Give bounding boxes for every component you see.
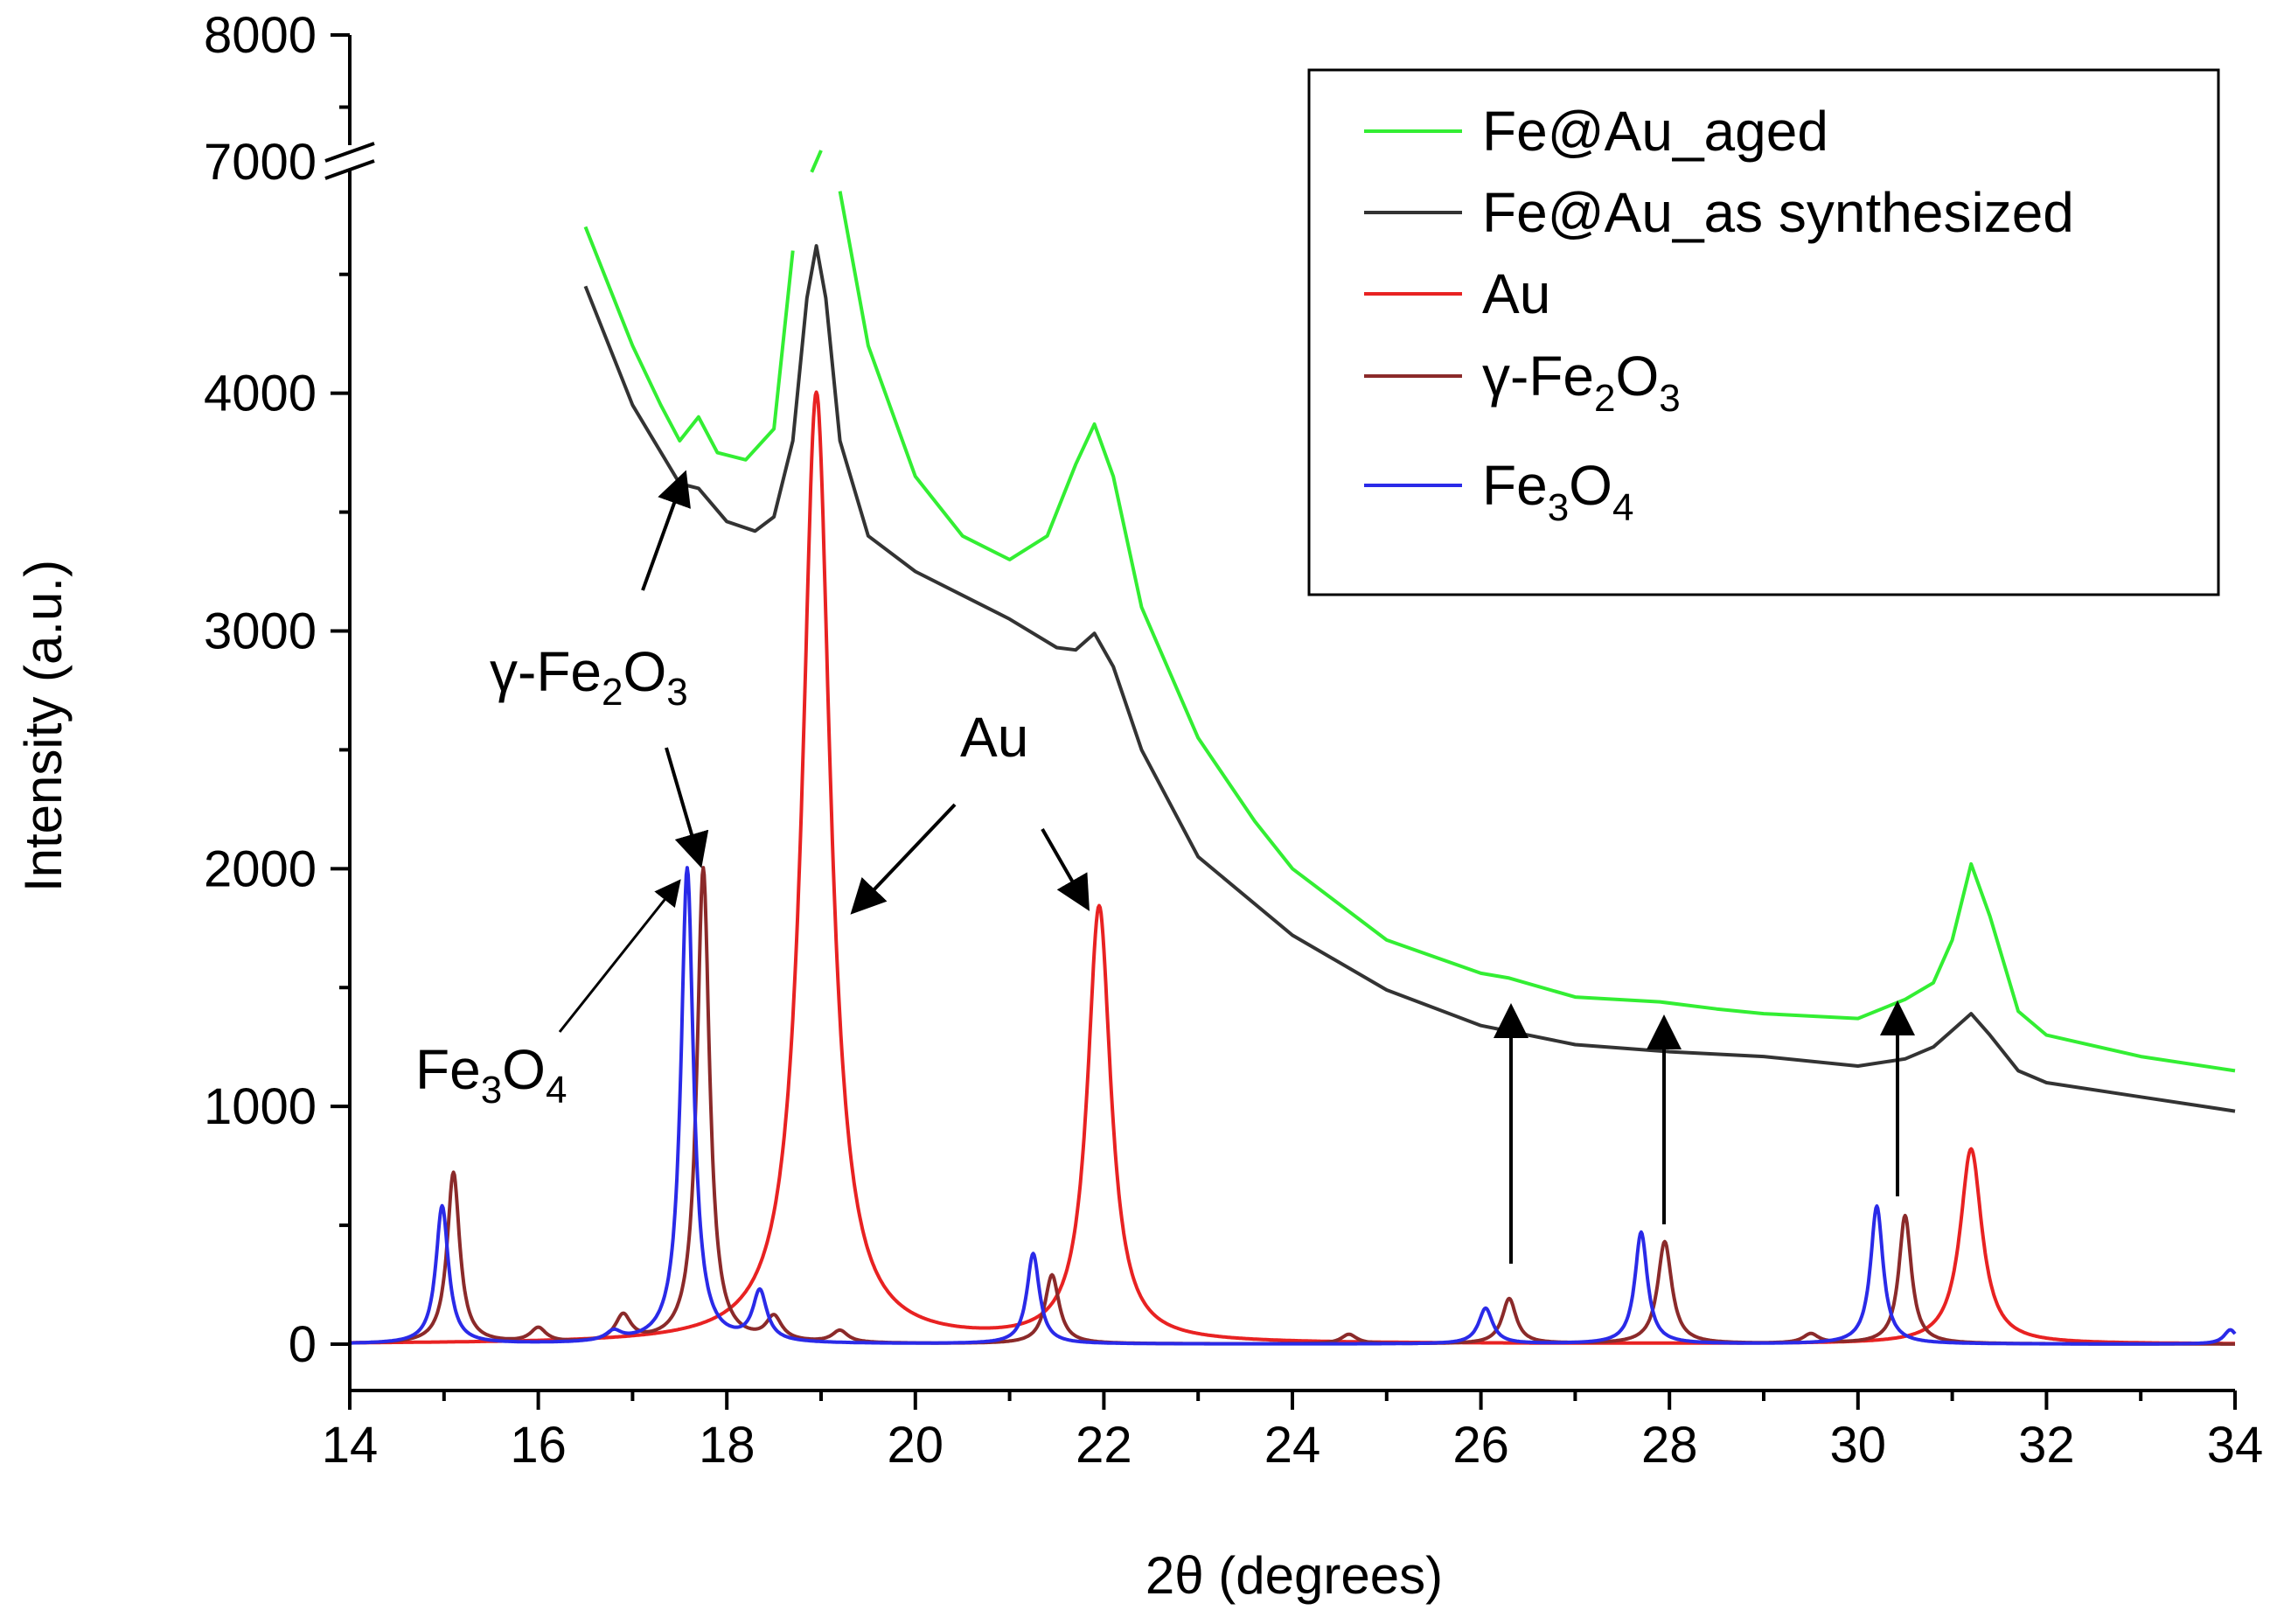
x-tick-label: 20 — [888, 1417, 944, 1474]
axis-break-mark — [324, 159, 375, 180]
annotations: γ-Fe2O3 Au Fe3O4 — [415, 470, 1915, 1264]
gamma-peak-arrow-up — [641, 470, 691, 591]
gamma-peak-arrow-down — [665, 747, 709, 868]
x-tick-label: 16 — [510, 1417, 567, 1474]
series-line-4 — [349, 866, 2237, 1346]
y-tick-label: 3000 — [204, 603, 317, 659]
legend-label: Au — [1482, 262, 1550, 325]
y-tick-label: 4000 — [204, 366, 317, 422]
x-tick-label: 24 — [1264, 1417, 1321, 1474]
y-tick-label: 1000 — [204, 1078, 317, 1135]
series-curves — [349, 150, 2237, 1346]
series-line-2 — [349, 390, 2236, 1346]
series-line-1 — [583, 244, 2236, 1113]
y-axis-title: Intensity (a.u.) — [14, 560, 73, 892]
gamma-fe2o3-annotation: γ-Fe2O3 — [490, 640, 688, 714]
au-peak-arrow-left — [850, 803, 957, 915]
y-tick-label: 8000 — [204, 7, 317, 64]
legend: Fe@Au_aged Fe@Au_as synthesized Au γ-Fe2O3 F… — [1307, 68, 2220, 596]
au-annotation: Au — [960, 706, 1028, 769]
fe3o4-peak-arrow — [558, 879, 681, 1033]
x-tick-label: 32 — [2018, 1417, 2075, 1474]
x-tick-label: 14 — [322, 1417, 379, 1474]
legend-label: Fe3O4 — [1482, 454, 1633, 529]
series-line-0 — [583, 150, 2236, 1073]
x-axis-title: 2θ (degrees) — [1145, 1546, 1443, 1605]
axes — [324, 33, 2237, 1410]
au-peak-arrow-right — [1041, 828, 1090, 911]
fe3o4-annotation: Fe3O4 — [415, 1038, 567, 1112]
y-tick-label: 2000 — [204, 840, 317, 897]
y-tick-label: 7000 — [204, 134, 317, 191]
x-tick-label: 34 — [2207, 1417, 2264, 1474]
x-tick-label: 22 — [1076, 1417, 1132, 1474]
legend-label: γ-Fe2O3 — [1482, 345, 1681, 420]
legend-box — [1307, 68, 2220, 596]
legend-label: Fe@Au_aged — [1482, 100, 1828, 163]
x-tick-label: 28 — [1641, 1417, 1698, 1474]
axis-break-mark — [324, 142, 375, 163]
y-tick-label: 0 — [289, 1316, 317, 1373]
legend-label: Fe@Au_as synthesized — [1482, 181, 2074, 244]
x-tick-label: 30 — [1830, 1417, 1887, 1474]
x-tick-label: 18 — [699, 1417, 756, 1474]
x-tick-label: 26 — [1452, 1417, 1509, 1474]
tick-labels: 14 16 18 20 22 24 26 28 30 32 34 0 1000 2000 3000 4000 7… — [204, 7, 2263, 1474]
